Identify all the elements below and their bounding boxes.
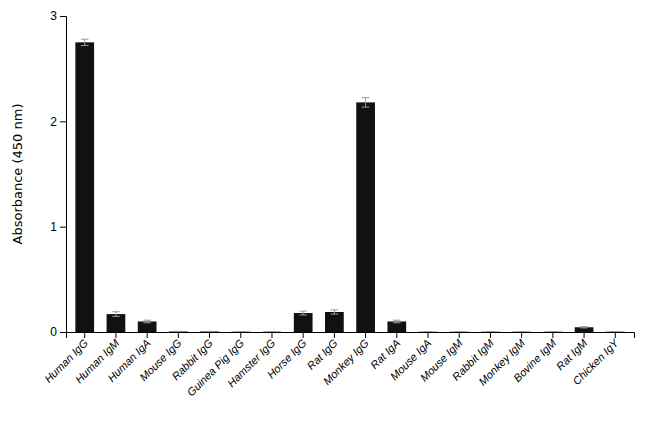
error-bar bbox=[362, 98, 369, 107]
x-tick: Chicken IgY bbox=[570, 332, 621, 387]
bar bbox=[450, 331, 469, 332]
x-axis: Human IgGHuman IgMHuman IgAMouse IgGRabb… bbox=[42, 332, 635, 398]
x-tick-mark bbox=[84, 332, 85, 338]
x-tick-mark bbox=[147, 332, 148, 338]
y-tick-label: 3 bbox=[50, 9, 57, 23]
x-tick-mark bbox=[490, 332, 491, 338]
x-tick-mark bbox=[521, 332, 522, 338]
bar bbox=[512, 331, 531, 332]
x-tick-label: Bovine IgM bbox=[511, 336, 559, 384]
bar bbox=[481, 331, 500, 332]
y-tick: 1 bbox=[50, 220, 66, 234]
x-tick: Hamster IgG bbox=[225, 332, 278, 389]
x-tick-label: Monkey IgG bbox=[321, 336, 372, 387]
error-bar bbox=[81, 39, 88, 45]
y-tick: 0 bbox=[50, 325, 66, 339]
x-tick-mark bbox=[396, 332, 397, 338]
x-tick-mark bbox=[303, 332, 304, 338]
x-tick-label: Chicken IgY bbox=[570, 336, 621, 387]
x-tick: Guinea Pig IgG bbox=[185, 332, 247, 398]
axis-domain bbox=[60, 17, 67, 333]
y-axis: 0 1 2 3 bbox=[50, 9, 66, 339]
error-bar bbox=[331, 310, 338, 314]
x-tick-mark bbox=[428, 332, 429, 338]
bar bbox=[606, 331, 625, 332]
error-bar bbox=[237, 331, 244, 332]
error-bar bbox=[206, 331, 213, 332]
y-tick-mark bbox=[60, 121, 66, 122]
error-bar bbox=[112, 312, 119, 317]
bar bbox=[419, 331, 438, 332]
x-tick-mark bbox=[178, 332, 179, 338]
x-tick-label: Horse IgG bbox=[265, 336, 309, 380]
error-bar bbox=[143, 320, 150, 323]
bar bbox=[75, 42, 94, 332]
error-bar bbox=[393, 320, 400, 323]
x-tick-mark bbox=[365, 332, 366, 338]
error-bar bbox=[612, 331, 619, 332]
y-tick-label: 2 bbox=[50, 115, 57, 129]
x-tick-mark bbox=[615, 332, 616, 338]
bar bbox=[294, 313, 313, 332]
y-tick-label: 1 bbox=[50, 220, 57, 234]
x-tick-mark bbox=[115, 332, 116, 338]
x-tick-mark bbox=[240, 332, 241, 338]
error-bar bbox=[268, 331, 275, 332]
x-tick: Monkey IgG bbox=[321, 332, 372, 387]
bar bbox=[356, 102, 375, 332]
x-tick: Bovine IgM bbox=[511, 332, 559, 384]
y-tick-mark bbox=[60, 16, 66, 17]
x-tick-mark bbox=[209, 332, 210, 338]
error-bar bbox=[518, 331, 525, 332]
plot: Human IgGHuman IgMHuman IgAMouse IgGRabb… bbox=[42, 9, 635, 398]
y-tick-mark bbox=[60, 227, 66, 228]
x-tick-mark bbox=[334, 332, 335, 338]
x-tick-mark bbox=[459, 332, 460, 338]
x-tick-mark bbox=[584, 332, 585, 338]
error-bar bbox=[455, 331, 462, 332]
bar bbox=[231, 331, 250, 332]
bar bbox=[325, 312, 344, 332]
x-tick-mark bbox=[271, 332, 272, 338]
bar bbox=[200, 331, 219, 332]
bar bbox=[543, 331, 562, 332]
y-tick: 3 bbox=[50, 9, 66, 23]
error-bar bbox=[549, 331, 556, 332]
y-tick: 2 bbox=[50, 115, 66, 129]
marks bbox=[75, 39, 624, 332]
error-bar bbox=[487, 331, 494, 332]
error-bar bbox=[175, 331, 182, 332]
bar bbox=[169, 331, 188, 332]
y-axis-title: Absorbance (450 nm) bbox=[10, 104, 25, 245]
x-tick: Horse IgG bbox=[265, 332, 309, 381]
x-tick-label: Hamster IgG bbox=[225, 336, 278, 389]
y-tick-mark bbox=[60, 332, 66, 333]
error-bar bbox=[580, 327, 587, 328]
x-tick-mark bbox=[552, 332, 553, 338]
error-bar bbox=[424, 331, 431, 332]
chart: Human IgGHuman IgMHuman IgAMouse IgGRabb… bbox=[0, 0, 650, 432]
bar bbox=[263, 331, 282, 332]
bar bbox=[575, 327, 594, 332]
y-tick-label: 0 bbox=[50, 325, 57, 339]
error-bar bbox=[299, 311, 306, 315]
